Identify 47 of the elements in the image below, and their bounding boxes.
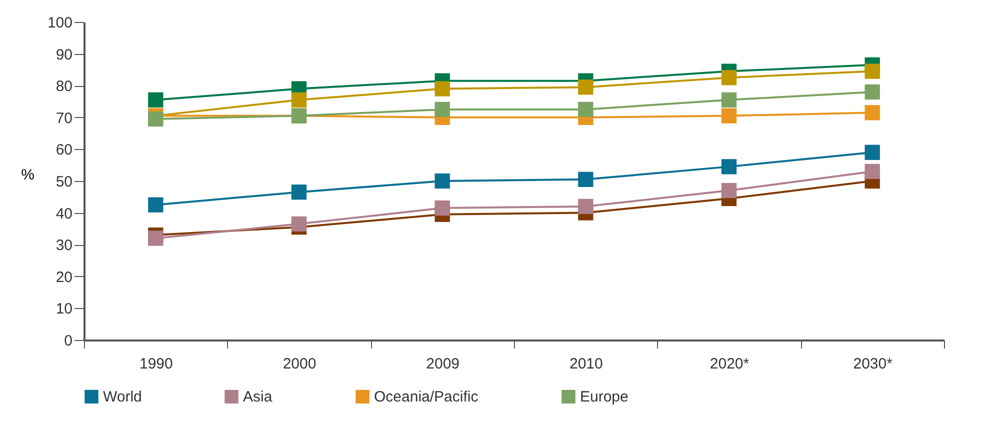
y-tick-label: 80	[56, 78, 72, 96]
y-axis-title: %	[21, 166, 34, 184]
point	[291, 92, 307, 108]
point	[721, 108, 737, 124]
legend-label: Oceania/Pacific	[374, 388, 479, 406]
legend-label: Europe	[580, 388, 628, 406]
x-tick-label: 2030*	[853, 356, 893, 372]
point	[864, 164, 880, 180]
point	[434, 81, 450, 96]
x-tick-label: 2009	[426, 356, 460, 372]
point	[148, 111, 164, 127]
legend-label: World	[103, 388, 142, 406]
point	[864, 105, 880, 120]
legend-label: Asia	[243, 388, 273, 406]
point	[434, 200, 450, 216]
point	[434, 173, 450, 189]
point	[291, 216, 307, 232]
x-tick-label: 2020*	[710, 356, 750, 372]
point	[864, 144, 880, 160]
y-tick-label: 40	[56, 205, 72, 222]
point	[291, 184, 307, 200]
point	[434, 102, 450, 118]
y-tick-label: 30	[56, 237, 72, 254]
point	[721, 159, 737, 174]
point	[721, 92, 737, 108]
point	[148, 92, 164, 108]
y-tick-label: 100	[47, 14, 72, 32]
point	[721, 182, 737, 198]
x-tick-label: 2000	[282, 356, 316, 372]
point	[578, 172, 594, 187]
point	[148, 230, 164, 246]
y-tick-label: 10	[56, 300, 72, 318]
y-tick-label: 90	[56, 46, 72, 64]
y-tick-label: 0	[64, 332, 72, 350]
y-tick-label: 70	[56, 110, 72, 127]
point	[864, 84, 880, 100]
point	[148, 197, 164, 212]
point	[578, 102, 594, 118]
y-tick-label: 50	[56, 174, 72, 190]
point	[578, 80, 594, 95]
point	[721, 70, 737, 86]
point	[864, 64, 880, 79]
x-tick-label: 2010	[569, 356, 603, 372]
y-tick-label: 20	[56, 268, 72, 286]
x-tick-label: 1990	[139, 356, 173, 372]
point	[578, 198, 594, 214]
y-tick-label: 60	[56, 142, 72, 159]
